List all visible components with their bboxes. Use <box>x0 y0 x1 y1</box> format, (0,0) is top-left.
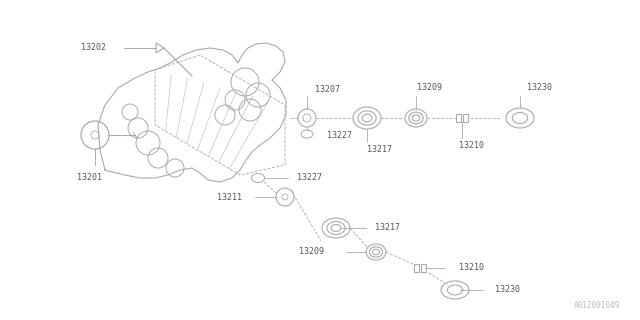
Text: 13217: 13217 <box>367 146 392 155</box>
Text: 13210: 13210 <box>460 141 484 150</box>
Text: 13230: 13230 <box>527 84 552 92</box>
Bar <box>463 114 468 122</box>
Text: 13209: 13209 <box>417 84 442 92</box>
Bar <box>414 264 419 272</box>
Text: 13201: 13201 <box>77 172 102 181</box>
Text: A012001049: A012001049 <box>573 301 620 310</box>
Text: 13209: 13209 <box>298 247 323 257</box>
Text: 13207: 13207 <box>314 85 339 94</box>
Text: 13227: 13227 <box>327 132 352 140</box>
Text: 13211: 13211 <box>218 193 243 202</box>
Bar <box>456 114 461 122</box>
Text: 13227: 13227 <box>298 173 323 182</box>
Text: 13210: 13210 <box>460 263 484 273</box>
Text: 13217: 13217 <box>376 223 401 233</box>
Text: 13202: 13202 <box>81 44 106 52</box>
Text: 13230: 13230 <box>495 285 520 294</box>
Bar <box>421 264 426 272</box>
